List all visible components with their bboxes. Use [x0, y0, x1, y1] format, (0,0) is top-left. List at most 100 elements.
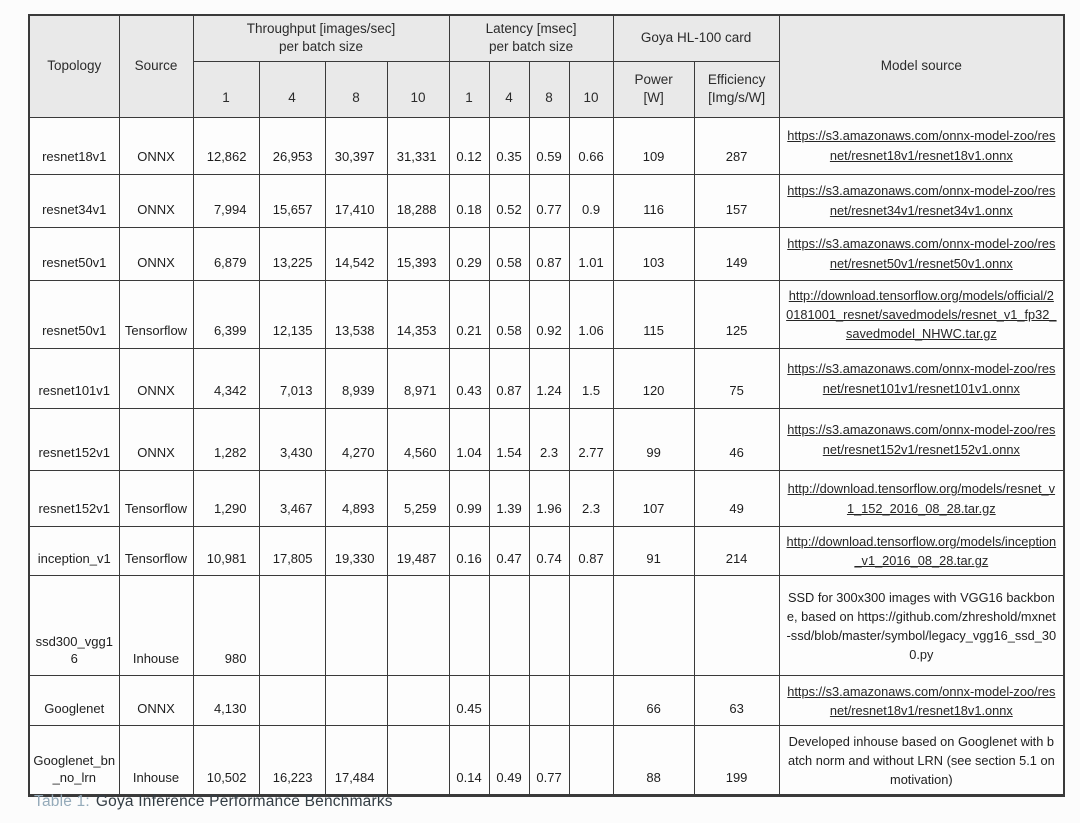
- cell-throughput-b4: 3,467: [258, 470, 326, 528]
- col-header-topology: Topology: [28, 14, 120, 118]
- cell-throughput-b8: [324, 575, 388, 677]
- cell-latency-b8: 1.24: [528, 348, 570, 410]
- model-source-link[interactable]: https://s3.amazonaws.com/onnx-model-zoo/…: [787, 361, 1056, 396]
- cell-latency-b10: [568, 575, 614, 677]
- cell-topology: inception_v1: [28, 526, 120, 577]
- table-body: resnet18v1 ONNX 12,862 26,953 30,397 31,…: [28, 116, 1065, 797]
- cell-latency-b8: 1.96: [528, 470, 570, 528]
- cell-power: [612, 575, 695, 677]
- cell-latency-b1: 0.43: [448, 348, 490, 410]
- cell-topology: resnet34v1: [28, 173, 120, 228]
- col-header-latency-batch-10: 10: [568, 60, 614, 118]
- cell-latency-b10: 0.87: [568, 526, 614, 577]
- cell-latency-b10: [568, 725, 614, 797]
- cell-throughput-b8: 4,270: [324, 408, 388, 472]
- cell-latency-b4: 0.49: [488, 725, 530, 797]
- cell-latency-b4: 0.87: [488, 348, 530, 410]
- cell-throughput-b8: 30,397: [324, 116, 388, 175]
- cell-efficiency: 214: [693, 526, 780, 577]
- cell-power: 107: [612, 470, 695, 528]
- cell-throughput-b4: 13,225: [258, 226, 326, 281]
- cell-model-source: http://download.tensorflow.org/models/re…: [778, 470, 1065, 528]
- cell-power: 115: [612, 279, 695, 350]
- cell-efficiency: 149: [693, 226, 780, 281]
- cell-throughput-b1: 12,862: [192, 116, 260, 175]
- col-group-throughput: Throughput [images/sec] per batch size: [192, 14, 450, 62]
- cell-power: 91: [612, 526, 695, 577]
- cell-latency-b8: [528, 575, 570, 677]
- cell-model-source: https://s3.amazonaws.com/onnx-model-zoo/…: [778, 408, 1065, 472]
- cell-latency-b4: 1.54: [488, 408, 530, 472]
- model-source-link[interactable]: http://download.tensorflow.org/models/in…: [786, 534, 1057, 569]
- cell-throughput-b10: [386, 725, 450, 797]
- table-header: Topology Source Throughput [images/sec] …: [28, 14, 1065, 118]
- cell-efficiency: 199: [693, 725, 780, 797]
- cell-model-source: http://download.tensorflow.org/models/of…: [778, 279, 1065, 350]
- cell-latency-b1: 0.14: [448, 725, 490, 797]
- col-group-latency: Latency [msec] per batch size: [448, 14, 614, 62]
- table-row: ssd300_vgg16 Inhouse 980 SSD for 300x300…: [28, 575, 1065, 677]
- cell-source: ONNX: [118, 348, 194, 410]
- cell-topology: resnet152v1: [28, 470, 120, 528]
- model-source-link[interactable]: https://s3.amazonaws.com/onnx-model-zoo/…: [787, 422, 1056, 457]
- cell-latency-b10: 1.06: [568, 279, 614, 350]
- cell-latency-b4: [488, 675, 530, 727]
- cell-efficiency: [693, 575, 780, 677]
- model-source-link[interactable]: https://s3.amazonaws.com/onnx-model-zoo/…: [787, 683, 1056, 718]
- cell-latency-b10: 1.5: [568, 348, 614, 410]
- cell-source: ONNX: [118, 173, 194, 228]
- cell-source: Tensorflow: [118, 470, 194, 528]
- cell-throughput-b10: 19,487: [386, 526, 450, 577]
- cell-throughput-b4: 17,805: [258, 526, 326, 577]
- cell-throughput-b1: 1,290: [192, 470, 260, 528]
- cell-latency-b10: 1.01: [568, 226, 614, 281]
- cell-source: Inhouse: [118, 575, 194, 677]
- cell-latency-b10: 2.3: [568, 470, 614, 528]
- cell-throughput-b8: 13,538: [324, 279, 388, 350]
- cell-model-source: https://s3.amazonaws.com/onnx-model-zoo/…: [778, 348, 1065, 410]
- cell-latency-b1: [448, 575, 490, 677]
- model-source-link[interactable]: https://s3.amazonaws.com/onnx-model-zoo/…: [787, 236, 1056, 271]
- cell-throughput-b4: 7,013: [258, 348, 326, 410]
- cell-throughput-b1: 10,981: [192, 526, 260, 577]
- cell-throughput-b1: 6,399: [192, 279, 260, 350]
- cell-throughput-b4: [258, 575, 326, 677]
- benchmark-table-container: Topology Source Throughput [images/sec] …: [28, 14, 1066, 798]
- cell-latency-b10: [568, 675, 614, 727]
- cell-latency-b8: 2.3: [528, 408, 570, 472]
- cell-topology: resnet101v1: [28, 348, 120, 410]
- cell-throughput-b10: [386, 575, 450, 677]
- cell-latency-b1: 0.45: [448, 675, 490, 727]
- table-row: Googlenet_bn_no_lrn Inhouse 10,502 16,22…: [28, 725, 1065, 797]
- cell-power: 109: [612, 116, 695, 175]
- cell-model-source: https://s3.amazonaws.com/onnx-model-zoo/…: [778, 116, 1065, 175]
- table-caption: Table 1: Goya Inference Performance Bench…: [34, 793, 393, 811]
- cell-efficiency: 287: [693, 116, 780, 175]
- cell-latency-b4: 1.39: [488, 470, 530, 528]
- model-source-link[interactable]: https://s3.amazonaws.com/onnx-model-zoo/…: [787, 128, 1056, 163]
- cell-latency-b1: 0.99: [448, 470, 490, 528]
- col-header-throughput-batch-8: 8: [324, 60, 388, 118]
- header-sub-row: 1 4 8 10 1 4 8 10 Power [W] Efficiency […: [29, 60, 1064, 118]
- model-source-link[interactable]: http://download.tensorflow.org/models/of…: [786, 287, 1057, 341]
- model-source-link[interactable]: http://download.tensorflow.org/models/re…: [787, 481, 1056, 516]
- cell-topology: resnet50v1: [28, 226, 120, 281]
- col-header-source: Source: [118, 14, 194, 118]
- table-row: resnet101v1 ONNX 4,342 7,013 8,939 8,971…: [28, 348, 1065, 410]
- cell-efficiency: 75: [693, 348, 780, 410]
- model-source-link[interactable]: https://s3.amazonaws.com/onnx-model-zoo/…: [787, 183, 1056, 218]
- cell-model-source: https://s3.amazonaws.com/onnx-model-zoo/…: [778, 675, 1065, 727]
- cell-topology: resnet18v1: [28, 116, 120, 175]
- cell-throughput-b10: 14,353: [386, 279, 450, 350]
- cell-throughput-b1: 6,879: [192, 226, 260, 281]
- benchmark-table: Topology Source Throughput [images/sec] …: [28, 14, 1066, 798]
- cell-throughput-b4: 3,430: [258, 408, 326, 472]
- caption-label: Table 1:: [34, 793, 90, 810]
- cell-latency-b8: [528, 675, 570, 727]
- cell-efficiency: 63: [693, 675, 780, 727]
- cell-throughput-b10: 4,560: [386, 408, 450, 472]
- cell-throughput-b1: 4,130: [192, 675, 260, 727]
- col-header-latency-batch-8: 8: [528, 60, 570, 118]
- col-header-efficiency: Efficiency [Img/s/W]: [693, 60, 780, 118]
- cell-throughput-b8: [324, 675, 388, 727]
